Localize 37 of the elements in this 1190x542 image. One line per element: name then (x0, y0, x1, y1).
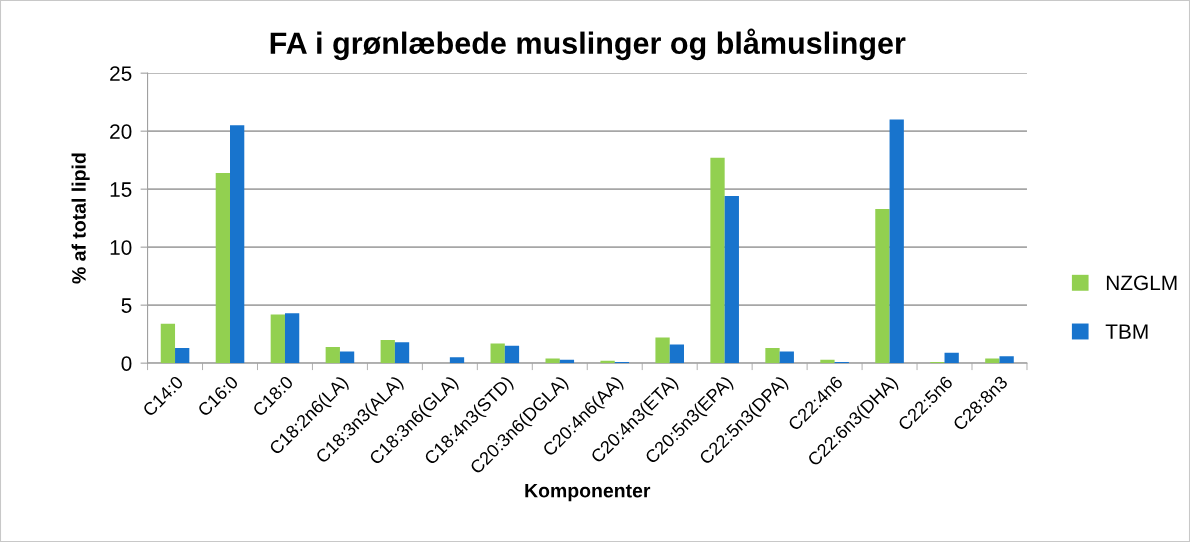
y-tick-label: 20 (110, 124, 132, 139)
bar (215, 172, 230, 364)
bar (944, 352, 959, 364)
bar (284, 313, 300, 364)
bar (339, 351, 355, 364)
bar (875, 208, 890, 364)
x-axis-title: Komponenter (525, 483, 651, 502)
bar (820, 359, 835, 364)
bar (669, 344, 684, 364)
legend-label: NZGLM (1106, 275, 1177, 291)
y-tick-label: 25 (110, 66, 132, 81)
y-axis-title: % af total lipid (71, 153, 90, 284)
bar (889, 119, 904, 364)
bar (230, 125, 245, 364)
chart-title: FA i grønlæbede muslinger og blåmuslinger (270, 28, 906, 61)
bar (160, 323, 176, 364)
bar (545, 358, 560, 364)
bar (710, 157, 725, 364)
y-tick-label: 15 (110, 182, 132, 197)
bar (490, 343, 505, 364)
bar (999, 356, 1014, 364)
bar (600, 360, 615, 364)
legend-label: TBM (1105, 324, 1148, 339)
bar (504, 345, 520, 364)
bar (449, 357, 465, 364)
bar (394, 342, 410, 364)
bar (380, 339, 395, 364)
bar (325, 346, 340, 364)
bar (270, 314, 285, 364)
y-tick-label: 0 (121, 356, 132, 371)
y-tick-label: 5 (121, 298, 132, 313)
y-tick-label: 10 (110, 240, 132, 255)
bar (779, 351, 794, 364)
bar (175, 348, 190, 364)
bar (655, 337, 670, 364)
bar (724, 196, 739, 364)
bar (765, 348, 780, 364)
